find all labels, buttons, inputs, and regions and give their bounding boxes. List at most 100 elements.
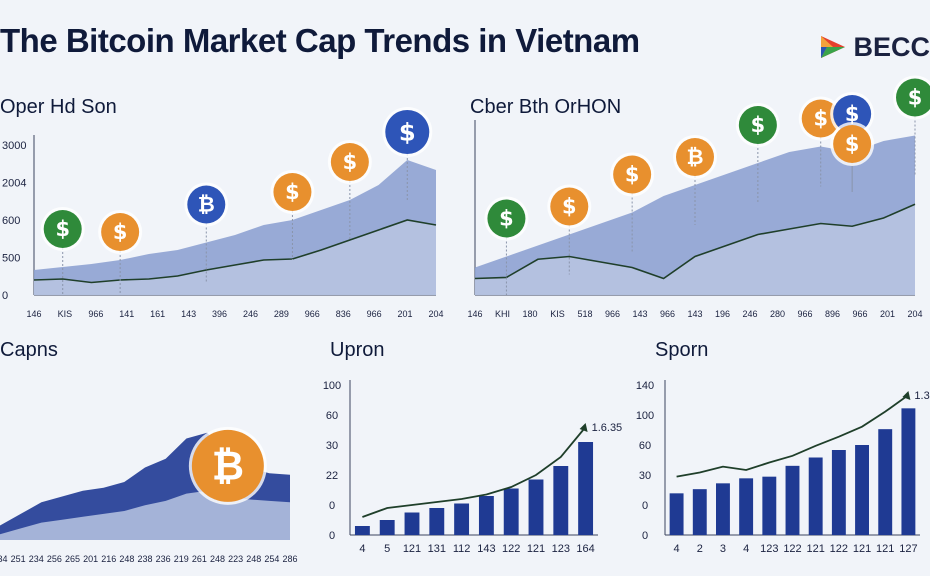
x-tick-label: 966 [605, 309, 620, 319]
x-tick-label: 286 [282, 554, 297, 564]
x-tick-label: 112 [453, 543, 471, 555]
coin-symbol: $ [625, 163, 640, 187]
x-tick-label: 4 [674, 543, 680, 555]
bar [716, 483, 730, 535]
chart-panel-1: Oper Hd Son 3000 2004 600 500 0 146 KIS 966 141 1… [0, 90, 450, 330]
coin-symbol: $ [285, 180, 300, 204]
bar [379, 520, 395, 535]
series-line [33, 219, 437, 284]
chart-title: Sporn [655, 339, 709, 361]
bar [528, 479, 544, 535]
y-tick-label: 0 [642, 500, 648, 512]
x-tick-label: 2 [697, 543, 703, 555]
x-tick-label: 143 [687, 309, 702, 319]
coin-symbol: $ [343, 150, 358, 174]
dollar-coin-icon: $ [735, 103, 780, 203]
bar [478, 496, 494, 535]
x-tick-label: 836 [336, 309, 351, 319]
chart-1-plot: 3000 2004 600 500 0 146 KIS 966 141 161 143 396 246 2… [2, 107, 444, 319]
chart-4-plot: 4 5 121 131 112 143 122 121 123 164 1.6.35 100 60 30 2… [323, 380, 622, 555]
bar [454, 503, 470, 535]
bar [553, 466, 569, 535]
x-tick-label: 251 [11, 554, 26, 564]
coin-symbol: $ [562, 195, 577, 219]
coin-face [833, 95, 872, 133]
coin-symbol: $ [751, 113, 766, 137]
coin-face [833, 125, 872, 163]
x-tick-label: 201 [83, 554, 98, 564]
x-tick-label: 4 [359, 543, 365, 555]
trend-annotation: 1.3 [914, 390, 929, 402]
chart-3-plot: 2342512342562652012162482382362192612482… [0, 426, 298, 564]
x-tick-label: 161 [150, 309, 165, 319]
trend-line [362, 426, 587, 518]
y-tick-label: 30 [639, 470, 651, 482]
y-tick-label: 3000 [2, 140, 26, 152]
coin-symbol: $ [845, 102, 860, 126]
x-tick-label: 201 [880, 309, 895, 319]
y-tick-label: 0 [2, 290, 8, 302]
dollar-coin-icon: $ [382, 107, 433, 200]
coin-face [801, 99, 840, 138]
x-tick-label: 896 [825, 309, 840, 319]
chart-2-plot: 146 KHI 180 KIS 518 966 143 966 143 196 246 280 966 8… [467, 75, 930, 319]
x-tick-label: 122 [783, 543, 801, 555]
x-tick-label: 204 [907, 309, 922, 319]
coin-symbol: $ [813, 107, 828, 131]
dollar-coin-icon: $ [98, 210, 143, 295]
logo: BECC [819, 30, 930, 64]
y-tick-label: 0 [329, 500, 335, 512]
x-tick-label: 261 [192, 554, 207, 564]
x-tick-label: 248 [210, 554, 225, 564]
bitcoin-coin-icon: ₿ [184, 182, 229, 283]
x-tick-label: 219 [174, 554, 189, 564]
trend-annotation: 1.6.35 [592, 422, 623, 434]
y-tick-label: 2004 [2, 178, 26, 190]
bar [855, 445, 869, 535]
y-tick-label: 100 [323, 380, 341, 392]
x-tick-label: 122 [502, 543, 520, 555]
x-tick-label: 238 [137, 554, 152, 564]
x-tick-label: 518 [577, 309, 592, 319]
x-tick-label: 121 [853, 543, 871, 555]
x-tick-label: 966 [797, 309, 812, 319]
x-tick-label: 143 [632, 309, 647, 319]
y-tick-label: 0 [642, 530, 648, 542]
chart-title: Upron [330, 339, 385, 361]
bitcoin-coin-icon: ₿ [188, 426, 267, 505]
x-tick-label: 164 [576, 543, 594, 555]
y-tick-label: 60 [326, 410, 338, 422]
logo-text: BECC [853, 31, 930, 62]
y-tick-label: 30 [326, 440, 338, 452]
x-tick-label: 143 [181, 309, 196, 319]
dollar-coin-icon: $ [547, 184, 592, 275]
coin-face [487, 199, 526, 238]
bar [404, 512, 420, 535]
y-tick-label: 500 [2, 253, 20, 265]
x-tick-label: 143 [477, 543, 495, 555]
bitcoin-coin-icon: ₿ [673, 135, 717, 225]
x-tick-label: 246 [243, 309, 258, 319]
coin-symbol: ₿ [212, 444, 244, 490]
x-tick-label: 234 [0, 554, 8, 564]
coin-face [187, 185, 226, 224]
coin-face [191, 429, 264, 502]
x-tick-label: 201 [398, 309, 413, 319]
x-tick-label: 3 [720, 543, 726, 555]
x-tick-label: 280 [770, 309, 785, 319]
series-line [474, 203, 916, 280]
dollar-coin-icon: $ [830, 122, 875, 192]
coin-face [613, 155, 652, 194]
x-tick-label: 127 [899, 543, 917, 555]
bar [878, 429, 893, 535]
x-tick-label: 254 [264, 554, 279, 564]
dollar-coin-icon: $ [893, 75, 930, 176]
x-tick-label: 265 [65, 554, 80, 564]
bar [739, 478, 754, 535]
x-tick-label: KIS [58, 309, 73, 319]
coin-face [550, 187, 589, 226]
coin-symbol: ₿ [198, 193, 215, 217]
chart-title: Capns [0, 339, 58, 361]
x-tick-label: 121 [403, 543, 421, 555]
x-tick-label: 123 [552, 543, 570, 555]
